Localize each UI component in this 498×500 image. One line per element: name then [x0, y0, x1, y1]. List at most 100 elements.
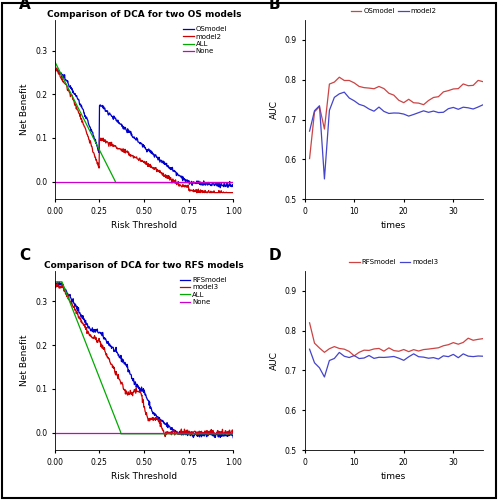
- Y-axis label: Net Benefit: Net Benefit: [20, 84, 29, 136]
- model2: [450, 104, 456, 110]
- OSmodel: [54, 65, 60, 71]
- model3: [307, 346, 313, 352]
- RFSmodel: [312, 340, 318, 346]
- OSmodel: [111, 116, 117, 122]
- model2: [430, 108, 436, 114]
- model2: [376, 104, 382, 110]
- model3: [181, 426, 187, 432]
- RFSmodel: [430, 346, 436, 352]
- model2: [426, 110, 432, 116]
- ALL: [118, 431, 124, 437]
- OSmodel: [217, 184, 223, 190]
- OSmodel: [435, 94, 441, 100]
- RFSmodel: [361, 347, 367, 353]
- model2: [307, 128, 313, 134]
- RFSmodel: [341, 346, 347, 352]
- OSmodel: [450, 86, 456, 92]
- model3: [430, 354, 436, 360]
- model3: [440, 353, 446, 359]
- RFSmodel: [351, 353, 357, 359]
- RFSmodel: [366, 348, 372, 354]
- model3: [165, 430, 171, 436]
- Line: model3: model3: [55, 282, 233, 436]
- model2: [366, 106, 372, 112]
- model3: [381, 354, 387, 360]
- model3: [450, 352, 456, 358]
- model2: [123, 148, 129, 154]
- RFSmodel: [182, 430, 188, 436]
- ALL: [123, 431, 129, 437]
- Line: model3: model3: [310, 349, 483, 377]
- ALL: [113, 180, 119, 186]
- model2: [351, 98, 357, 104]
- model2: [381, 108, 387, 114]
- model2: [396, 110, 402, 116]
- model3: [465, 353, 471, 359]
- model2: [460, 104, 466, 110]
- model3: [312, 360, 318, 366]
- OSmodel: [381, 86, 387, 91]
- model3: [182, 428, 188, 434]
- RFSmodel: [406, 348, 412, 354]
- None: [181, 430, 187, 436]
- Line: RFSmodel: RFSmodel: [310, 323, 483, 356]
- RFSmodel: [346, 348, 352, 354]
- model3: [341, 353, 347, 359]
- OSmodel: [371, 86, 377, 91]
- RFSmodel: [411, 346, 417, 352]
- RFSmodel: [307, 320, 313, 326]
- RFSmodel: [317, 345, 323, 351]
- RFSmodel: [111, 344, 117, 350]
- ALL: [52, 58, 58, 64]
- Title: Comparison of DCA for two OS models: Comparison of DCA for two OS models: [47, 10, 241, 19]
- OSmodel: [52, 68, 58, 73]
- model3: [460, 351, 466, 357]
- Y-axis label: Net Benefit: Net Benefit: [20, 334, 29, 386]
- model3: [230, 430, 236, 436]
- model3: [331, 356, 337, 362]
- model2: [312, 108, 318, 114]
- RFSmodel: [475, 336, 481, 342]
- model2: [321, 176, 327, 182]
- Line: model2: model2: [55, 68, 233, 192]
- model2: [341, 89, 347, 95]
- model2: [54, 66, 60, 71]
- RFSmodel: [391, 348, 397, 354]
- OSmodel: [182, 176, 188, 182]
- OSmodel: [445, 88, 451, 94]
- model2: [52, 66, 58, 72]
- RFSmodel: [376, 346, 382, 352]
- Line: RFSmodel: RFSmodel: [55, 282, 233, 438]
- RFSmodel: [123, 361, 129, 367]
- model2: [336, 91, 342, 97]
- model3: [480, 353, 486, 359]
- OSmodel: [341, 78, 347, 84]
- X-axis label: times: times: [381, 472, 406, 481]
- RFSmodel: [52, 279, 58, 285]
- ALL: [73, 316, 79, 322]
- model3: [54, 279, 60, 285]
- model3: [435, 356, 441, 362]
- RFSmodel: [321, 350, 327, 356]
- OSmodel: [416, 100, 422, 106]
- OSmodel: [460, 81, 466, 87]
- Text: D: D: [269, 248, 281, 263]
- RFSmodel: [460, 340, 466, 345]
- OSmodel: [317, 104, 323, 110]
- None: [73, 178, 79, 184]
- OSmodel: [376, 84, 382, 89]
- Line: OSmodel: OSmodel: [310, 77, 483, 158]
- Legend: RFSmodel, model3, ALL, None: RFSmodel, model3, ALL, None: [177, 274, 230, 308]
- model2: [326, 108, 332, 114]
- Legend: OSmodel, model2: OSmodel, model2: [348, 6, 440, 17]
- RFSmodel: [381, 348, 387, 354]
- model2: [74, 104, 80, 110]
- model3: [396, 355, 402, 361]
- OSmodel: [181, 176, 187, 182]
- model3: [401, 358, 407, 364]
- OSmodel: [470, 82, 476, 88]
- OSmodel: [401, 100, 407, 105]
- None: [181, 178, 187, 184]
- model3: [123, 388, 129, 394]
- None: [164, 178, 170, 184]
